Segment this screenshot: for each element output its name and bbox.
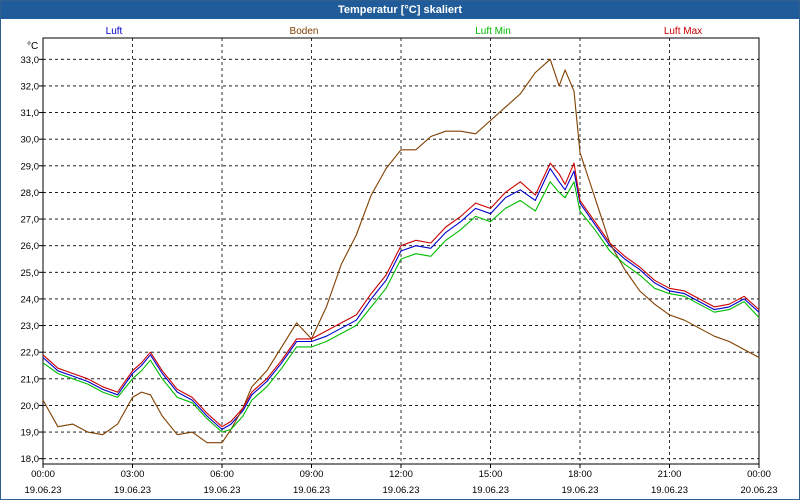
legend-item: Luft Min: [475, 26, 511, 37]
y-tick-label: 30,0: [21, 135, 40, 146]
x-tick-time-label: 03:00: [121, 469, 145, 480]
x-tick-date-label: 19.06.23: [562, 485, 599, 496]
y-tick-label: 32,0: [21, 81, 40, 92]
y-tick-label: 24,0: [21, 294, 40, 305]
x-tick-time-label: 18:00: [568, 469, 592, 480]
y-tick-label: 29,0: [21, 161, 40, 172]
series-line-luft-min: [42, 181, 760, 433]
x-tick-date-label: 20.06.23: [741, 485, 778, 496]
y-tick-label: 21,0: [21, 374, 40, 385]
x-tick-date-label: 19.06.23: [25, 485, 62, 496]
x-tick-time-label: 09:00: [300, 469, 324, 480]
series-lines: [42, 58, 760, 444]
y-tick-label: 22,0: [21, 348, 40, 359]
grid: [43, 38, 759, 464]
y-tick-label: 23,0: [21, 321, 40, 332]
series-line-luft-max: [42, 162, 760, 428]
legend-item: Luft Max: [664, 26, 702, 37]
y-tick-label: 31,0: [21, 108, 40, 119]
x-tick-time-label: 15:00: [479, 469, 503, 480]
y-axis: 18,0 19,0 20,0 21,0 22,0 23,0 24,0 25,0 26,0 27,0…: [21, 55, 43, 465]
y-tick-label: 18,0: [21, 454, 40, 465]
x-tick-time-label: 21:00: [658, 469, 682, 480]
x-tick-time-label: 00:00: [31, 469, 55, 480]
legend-item: Luft: [106, 26, 123, 37]
x-tick-date-label: 19.06.23: [204, 485, 241, 496]
x-tick-time-label: 00:00: [747, 469, 771, 480]
x-axis: 00:00 19.06.23 03:00 19.06.23 06:00 19.06.23 0…: [25, 464, 778, 496]
series-line-boden: [42, 58, 760, 444]
x-tick-date-label: 19.06.23: [651, 485, 688, 496]
x-tick-date-label: 19.06.23: [114, 485, 151, 496]
x-tick-date-label: 19.06.23: [383, 485, 420, 496]
legend-item: Boden: [290, 26, 319, 37]
y-tick-label: 26,0: [21, 241, 40, 252]
y-tick-label: 20,0: [21, 401, 40, 412]
temperature-chart: Luft Boden Luft Min Luft Max °C 18,0 19,0 20,…: [21, 26, 778, 496]
x-tick-time-label: 12:00: [389, 469, 413, 480]
x-tick-date-label: 19.06.23: [472, 485, 509, 496]
y-axis-unit-label: °C: [27, 41, 38, 52]
y-tick-label: 19,0: [21, 428, 40, 439]
y-tick-label: 28,0: [21, 188, 40, 199]
chart-area: Luft Boden Luft Min Luft Max °C 18,0 19,0 20,…: [1, 19, 799, 499]
y-tick-label: 33,0: [21, 55, 40, 66]
x-tick-time-label: 06:00: [210, 469, 234, 480]
legend: Luft Boden Luft Min Luft Max: [106, 26, 703, 37]
y-tick-label: 27,0: [21, 215, 40, 226]
y-tick-label: 25,0: [21, 268, 40, 279]
series-line-luft: [42, 167, 760, 430]
window-title: Temperatur [°C] skaliert: [1, 1, 799, 19]
x-tick-date-label: 19.06.23: [293, 485, 330, 496]
